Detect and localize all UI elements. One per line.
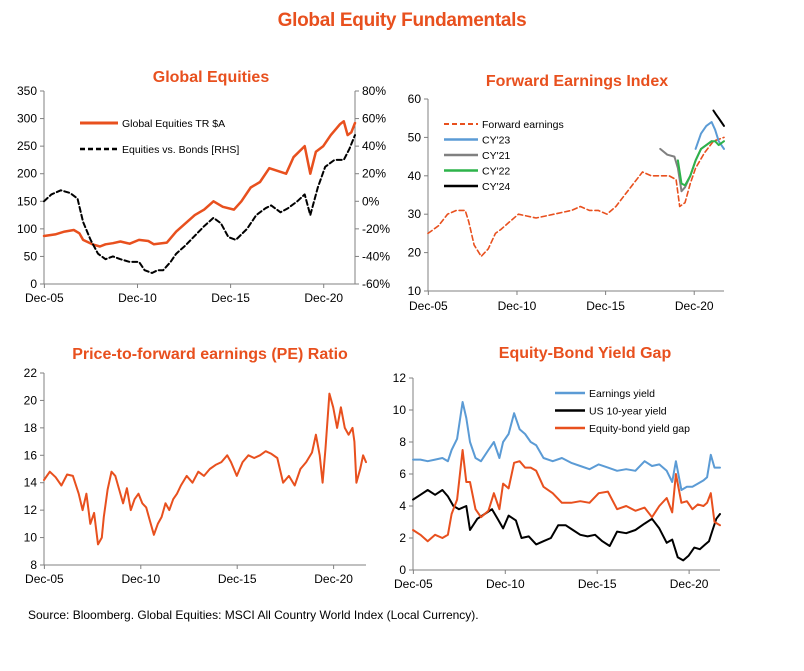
y2-tick-label: 40% — [362, 139, 386, 153]
legend-label: Equity-bond yield gap — [589, 423, 690, 435]
x-tick-label: Dec-05 — [409, 299, 448, 313]
y-tick-label: 200 — [17, 167, 37, 181]
legend-label: Forward earnings — [482, 119, 564, 131]
chart-title: Equity-Bond Yield Gap — [499, 345, 672, 362]
y-tick-label: 2 — [399, 531, 406, 545]
series-line-cy-22 — [676, 140, 725, 187]
chart-title: Price-to-forward earnings (PE) Ratio — [72, 346, 348, 363]
main-title: Global Equity Fundamentals — [277, 10, 527, 31]
y-tick-label: 12 — [24, 503, 38, 517]
x-tick-label: Dec-10 — [498, 299, 537, 313]
legend-label: CY'24 — [482, 181, 510, 193]
y2-tick-label: 80% — [362, 84, 386, 98]
chart-global-equities: Global Equities 0 50 100 150 200 250 300 350 -60%… — [17, 69, 390, 305]
x-tick-label: Dec-10 — [118, 291, 157, 305]
legend-label: Equities vs. Bonds [RHS] — [122, 144, 239, 156]
y-tick-label: 350 — [17, 84, 37, 98]
x-tick-label: Dec-05 — [25, 572, 64, 586]
x-tick-label: Dec-10 — [486, 577, 525, 591]
y-tick-label: 100 — [17, 222, 37, 236]
x-tick-label: Dec-05 — [25, 291, 64, 305]
chart-title: Forward Earnings Index — [486, 73, 668, 90]
x-tick-label: Dec-10 — [121, 572, 160, 586]
y-tick-label: 4 — [399, 499, 406, 513]
x-tick-label: Dec-20 — [675, 299, 714, 313]
source-note: Source: Bloomberg. Global Equities: MSCI… — [28, 608, 479, 622]
y-tick-label: 40 — [408, 169, 422, 183]
series-line-cy-23 — [694, 121, 725, 150]
legend-label: CY'22 — [482, 166, 510, 178]
series-line-earnings-yield — [412, 401, 721, 491]
y-tick-label: 150 — [17, 194, 37, 208]
y-tick-label: 30 — [408, 207, 422, 221]
y-tick-label: 0 — [30, 277, 37, 291]
y-tick-label: 60 — [408, 92, 422, 106]
y-tick-label: 10 — [24, 531, 38, 545]
y-tick-label: 18 — [24, 421, 38, 435]
x-tick-label: Dec-05 — [394, 577, 433, 591]
y-tick-label: 0 — [399, 563, 406, 577]
y-tick-label: 14 — [24, 476, 38, 490]
x-tick-label: Dec-15 — [218, 572, 257, 586]
y-tick-label: 50 — [408, 130, 422, 144]
legend-label: CY'23 — [482, 135, 510, 147]
x-tick-label: Dec-15 — [586, 299, 625, 313]
y-tick-label: 8 — [399, 435, 406, 449]
y-tick-label: 22 — [24, 366, 38, 380]
x-tick-label: Dec-15 — [578, 577, 617, 591]
legend-label: US 10-year yield — [589, 406, 667, 418]
x-tick-label: Dec-20 — [304, 291, 343, 305]
y-tick-label: 50 — [24, 249, 38, 263]
y-tick-label: 6 — [399, 467, 406, 481]
series-line-equities-vs-bonds-rhs- — [43, 134, 356, 274]
legend-label: Global Equities TR $A — [122, 118, 225, 130]
legend-label: Earnings yield — [589, 388, 655, 400]
series-line-us-10-year-yield — [412, 489, 721, 562]
chart-yield-gap: Equity-Bond Yield Gap 0 2 4 6 8 10 12 Dec-05 Dec-… — [393, 345, 721, 591]
y-tick-label: 10 — [408, 284, 422, 298]
y2-tick-label: 20% — [362, 167, 386, 181]
series-line-cy-24 — [712, 109, 725, 127]
series-line-pe-ratio — [43, 392, 367, 546]
y-tick-label: 20 — [408, 246, 422, 260]
x-tick-label: Dec-20 — [670, 577, 709, 591]
y2-tick-label: 60% — [362, 112, 386, 126]
x-tick-label: Dec-20 — [314, 572, 353, 586]
y-tick-label: 12 — [393, 371, 407, 385]
series-line-equity-bond-yield-gap — [412, 449, 721, 543]
y-tick-label: 250 — [17, 139, 37, 153]
y-tick-label: 20 — [24, 393, 38, 407]
y-tick-label: 300 — [17, 112, 37, 126]
legend-label: CY'21 — [482, 150, 510, 162]
chart-title: Global Equities — [153, 69, 270, 86]
chart-forward-earnings: Forward Earnings Index 10 20 30 40 50 60 Dec-05… — [408, 73, 725, 313]
y2-tick-label: -20% — [362, 222, 390, 236]
chart-pe-ratio: Price-to-forward earnings (PE) Ratio 8 10 1… — [24, 346, 367, 586]
y2-tick-label: 0% — [362, 194, 380, 208]
x-tick-label: Dec-15 — [211, 291, 250, 305]
series-line-forward-earnings — [427, 136, 725, 258]
y2-tick-label: -40% — [362, 249, 390, 263]
y-tick-label: 16 — [24, 448, 38, 462]
y2-tick-label: -60% — [362, 277, 390, 291]
y-tick-label: 8 — [30, 558, 37, 572]
y-tick-label: 10 — [393, 403, 407, 417]
series-line-global-equities-tr-a — [42, 120, 357, 248]
